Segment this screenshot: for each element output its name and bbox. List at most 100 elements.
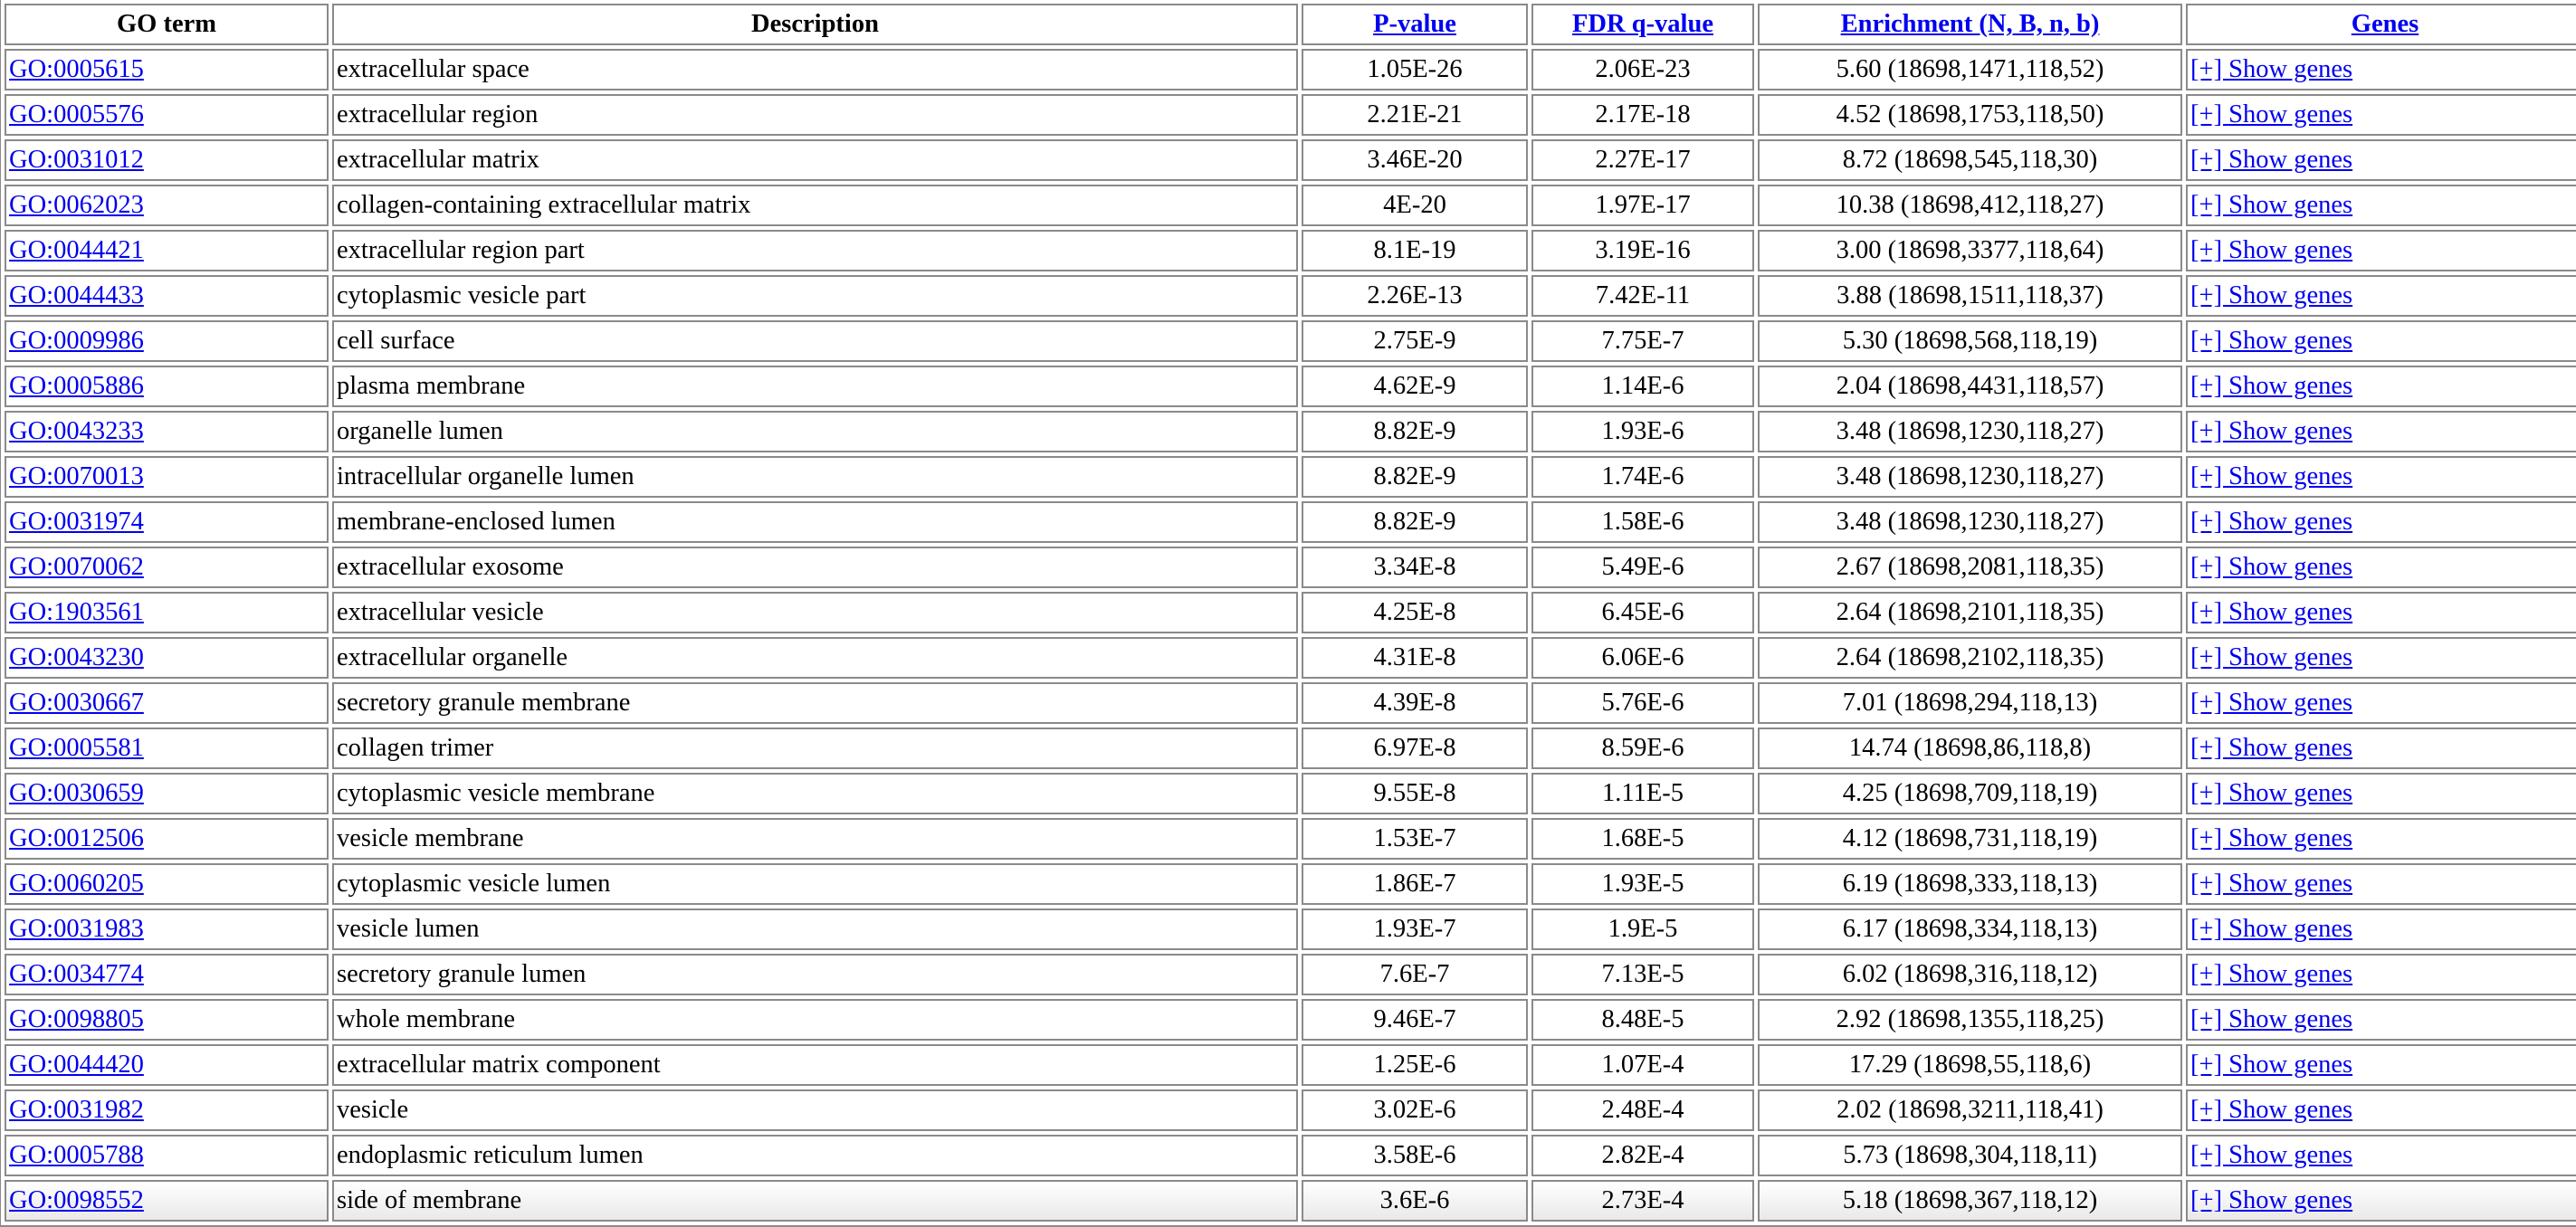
description-cell: extracellular space bbox=[332, 49, 1298, 90]
go-term-link[interactable]: GO:0044420 bbox=[9, 1051, 144, 1079]
p-value-cell: 1.53E-7 bbox=[1302, 818, 1528, 860]
p-value-cell: 9.55E-8 bbox=[1302, 773, 1528, 814]
table-row: GO:0034774 secretory granule lumen 7.6E-7 7… bbox=[5, 954, 2576, 995]
go-term-link[interactable]: GO:0044421 bbox=[9, 236, 144, 264]
go-term-link[interactable]: GO:0044433 bbox=[9, 281, 144, 309]
go-term-link[interactable]: GO:1903561 bbox=[9, 598, 144, 626]
fdr-cell: 1.74E-6 bbox=[1531, 456, 1754, 498]
table-row: GO:0031983 vesicle lumen 1.93E-7 1.9E-5 6.17… bbox=[5, 908, 2576, 950]
go-term-link[interactable]: GO:0043230 bbox=[9, 643, 144, 671]
show-genes-link[interactable]: [+] Show genes bbox=[2190, 462, 2353, 490]
go-term-link[interactable]: GO:0070062 bbox=[9, 553, 144, 581]
show-genes-link[interactable]: [+] Show genes bbox=[2190, 1141, 2353, 1169]
go-term-cell: GO:0044421 bbox=[5, 230, 329, 271]
fdr-cell: 7.42E-11 bbox=[1531, 275, 1754, 317]
go-term-link[interactable]: GO:0005581 bbox=[9, 734, 144, 762]
genes-cell: [+] Show genes bbox=[2186, 1135, 2576, 1176]
show-genes-link[interactable]: [+] Show genes bbox=[2190, 734, 2353, 762]
genes-cell: [+] Show genes bbox=[2186, 94, 2576, 136]
go-term-link[interactable]: GO:0098805 bbox=[9, 1005, 144, 1033]
description-cell: whole membrane bbox=[332, 999, 1298, 1041]
description-cell: collagen trimer bbox=[332, 728, 1298, 769]
go-term-link[interactable]: GO:0005615 bbox=[9, 55, 144, 83]
sort-fdr-link[interactable]: FDR q-value bbox=[1572, 10, 1713, 38]
enrichment-cell: 2.92 (18698,1355,118,25) bbox=[1758, 999, 2182, 1041]
show-genes-link[interactable]: [+] Show genes bbox=[2190, 100, 2353, 128]
genes-cell: [+] Show genes bbox=[2186, 1089, 2576, 1131]
go-term-link[interactable]: GO:0031974 bbox=[9, 508, 144, 536]
enrichment-cell: 5.18 (18698,367,118,12) bbox=[1758, 1180, 2182, 1222]
p-value-cell: 4.62E-9 bbox=[1302, 366, 1528, 407]
p-value-cell: 1.25E-6 bbox=[1302, 1044, 1528, 1086]
go-term-link[interactable]: GO:0009986 bbox=[9, 327, 144, 355]
show-genes-link[interactable]: [+] Show genes bbox=[2190, 417, 2353, 445]
go-term-link[interactable]: GO:0005886 bbox=[9, 372, 144, 400]
show-genes-link[interactable]: [+] Show genes bbox=[2190, 236, 2353, 264]
go-term-link[interactable]: GO:0060205 bbox=[9, 870, 144, 898]
header-p-value: P-value bbox=[1302, 4, 1528, 45]
p-value-cell: 2.26E-13 bbox=[1302, 275, 1528, 317]
go-term-link[interactable]: GO:0031982 bbox=[9, 1096, 144, 1124]
enrichment-cell: 17.29 (18698,55,118,6) bbox=[1758, 1044, 2182, 1086]
show-genes-link[interactable]: [+] Show genes bbox=[2190, 960, 2353, 988]
description-cell: endoplasmic reticulum lumen bbox=[332, 1135, 1298, 1176]
p-value-cell: 4.25E-8 bbox=[1302, 592, 1528, 633]
genes-cell: [+] Show genes bbox=[2186, 139, 2576, 181]
enrichment-cell: 6.17 (18698,334,118,13) bbox=[1758, 908, 2182, 950]
go-term-link[interactable]: GO:0031983 bbox=[9, 915, 144, 943]
description-cell: organelle lumen bbox=[332, 411, 1298, 452]
go-term-cell: GO:0005576 bbox=[5, 94, 329, 136]
show-genes-link[interactable]: [+] Show genes bbox=[2190, 55, 2353, 83]
table-row: GO:0043230 extracellular organelle 4.31E-8… bbox=[5, 637, 2576, 679]
table-row: GO:0009986 cell surface 2.75E-9 7.75E-7 5.30… bbox=[5, 320, 2576, 362]
table-row: GO:0030659 cytoplasmic vesicle membrane 9.… bbox=[5, 773, 2576, 814]
go-term-link[interactable]: GO:0031012 bbox=[9, 146, 144, 174]
show-genes-link[interactable]: [+] Show genes bbox=[2190, 553, 2353, 581]
sort-genes-link[interactable]: Genes bbox=[2351, 10, 2419, 38]
show-genes-link[interactable]: [+] Show genes bbox=[2190, 372, 2353, 400]
show-genes-link[interactable]: [+] Show genes bbox=[2190, 1051, 2353, 1079]
table-row: GO:0005788 endoplasmic reticulum lumen 3.5… bbox=[5, 1135, 2576, 1176]
genes-cell: [+] Show genes bbox=[2186, 682, 2576, 724]
show-genes-link[interactable]: [+] Show genes bbox=[2190, 870, 2353, 898]
p-value-cell: 6.97E-8 bbox=[1302, 728, 1528, 769]
show-genes-link[interactable]: [+] Show genes bbox=[2190, 1096, 2353, 1124]
show-genes-link[interactable]: [+] Show genes bbox=[2190, 915, 2353, 943]
show-genes-link[interactable]: [+] Show genes bbox=[2190, 1186, 2353, 1214]
header-enrichment: Enrichment (N, B, n, b) bbox=[1758, 4, 2182, 45]
go-term-link[interactable]: GO:0030659 bbox=[9, 779, 144, 807]
sort-enrichment-link[interactable]: Enrichment (N, B, n, b) bbox=[1840, 10, 2100, 38]
show-genes-link[interactable]: [+] Show genes bbox=[2190, 327, 2353, 355]
go-term-link[interactable]: GO:0034774 bbox=[9, 960, 144, 988]
show-genes-link[interactable]: [+] Show genes bbox=[2190, 508, 2353, 536]
p-value-cell: 3.6E-6 bbox=[1302, 1180, 1528, 1222]
show-genes-link[interactable]: [+] Show genes bbox=[2190, 281, 2353, 309]
go-term-link[interactable]: GO:0098552 bbox=[9, 1186, 144, 1214]
show-genes-link[interactable]: [+] Show genes bbox=[2190, 779, 2353, 807]
genes-cell: [+] Show genes bbox=[2186, 320, 2576, 362]
show-genes-link[interactable]: [+] Show genes bbox=[2190, 191, 2353, 219]
go-term-cell: GO:0070062 bbox=[5, 547, 329, 588]
go-term-link[interactable]: GO:0012506 bbox=[9, 824, 144, 852]
go-term-cell: GO:0060205 bbox=[5, 863, 329, 905]
table-row: GO:0060205 cytoplasmic vesicle lumen 1.86E… bbox=[5, 863, 2576, 905]
show-genes-link[interactable]: [+] Show genes bbox=[2190, 643, 2353, 671]
go-term-link[interactable]: GO:0062023 bbox=[9, 191, 144, 219]
go-term-link[interactable]: GO:0043233 bbox=[9, 417, 144, 445]
show-genes-link[interactable]: [+] Show genes bbox=[2190, 598, 2353, 626]
go-term-link[interactable]: GO:0030667 bbox=[9, 689, 144, 717]
description-cell: collagen-containing extracellular matrix bbox=[332, 185, 1298, 226]
sort-p-value-link[interactable]: P-value bbox=[1373, 10, 1456, 38]
fdr-cell: 6.06E-6 bbox=[1531, 637, 1754, 679]
show-genes-link[interactable]: [+] Show genes bbox=[2190, 146, 2353, 174]
show-genes-link[interactable]: [+] Show genes bbox=[2190, 824, 2353, 852]
go-term-link[interactable]: GO:0005788 bbox=[9, 1141, 144, 1169]
genes-cell: [+] Show genes bbox=[2186, 366, 2576, 407]
genes-cell: [+] Show genes bbox=[2186, 592, 2576, 633]
fdr-cell: 2.27E-17 bbox=[1531, 139, 1754, 181]
go-term-link[interactable]: GO:0070013 bbox=[9, 462, 144, 490]
show-genes-link[interactable]: [+] Show genes bbox=[2190, 1005, 2353, 1033]
genes-cell: [+] Show genes bbox=[2186, 863, 2576, 905]
show-genes-link[interactable]: [+] Show genes bbox=[2190, 689, 2353, 717]
go-term-link[interactable]: GO:0005576 bbox=[9, 100, 144, 128]
